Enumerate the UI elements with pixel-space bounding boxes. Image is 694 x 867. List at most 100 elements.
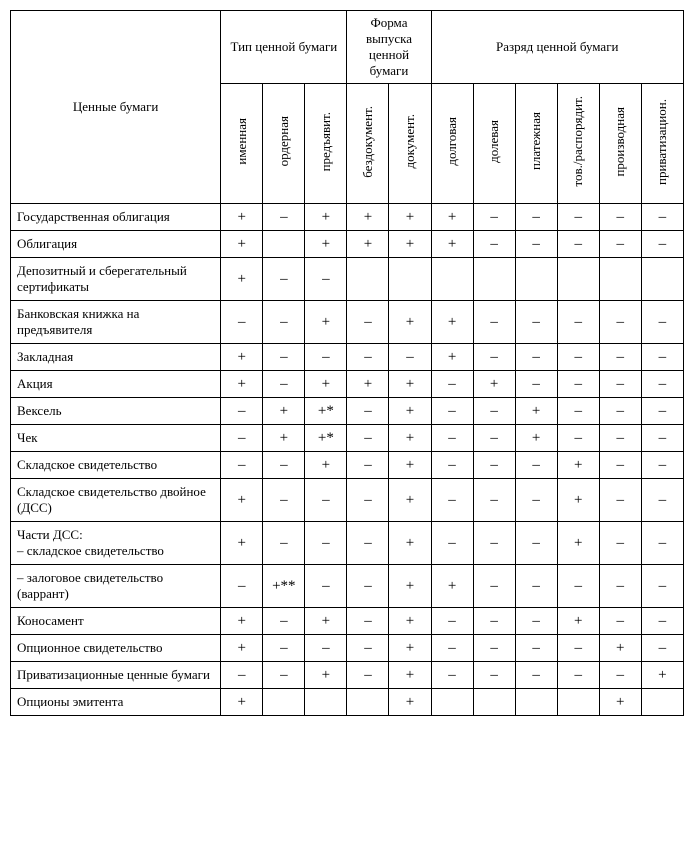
cell: – [557, 565, 599, 608]
cell: + [641, 662, 683, 689]
cell [347, 689, 389, 716]
cell: – [473, 452, 515, 479]
cell: – [347, 662, 389, 689]
cell: + [221, 344, 263, 371]
cell: – [599, 371, 641, 398]
row-label: Чек [11, 425, 221, 452]
row-label: Закладная [11, 344, 221, 371]
cell: – [431, 635, 473, 662]
cell: – [515, 479, 557, 522]
cell: – [431, 608, 473, 635]
subcol-4: документ. [389, 84, 431, 204]
cell [641, 258, 683, 301]
cell [515, 258, 557, 301]
cell: – [305, 565, 347, 608]
cell: – [557, 371, 599, 398]
cell: + [515, 398, 557, 425]
cell: – [599, 204, 641, 231]
row-label: Государственная облигация [11, 204, 221, 231]
cell: – [347, 398, 389, 425]
cell [473, 689, 515, 716]
cell: + [389, 425, 431, 452]
cell: + [305, 204, 347, 231]
table-row: Приватизационные ценные бумаги––+–+–––––… [11, 662, 684, 689]
row-label: Опционы эмитента [11, 689, 221, 716]
table-row: Закладная+––––+––––– [11, 344, 684, 371]
cell: – [515, 371, 557, 398]
cell: + [221, 635, 263, 662]
cell: – [305, 635, 347, 662]
cell [431, 258, 473, 301]
cell: – [263, 204, 305, 231]
cell [305, 689, 347, 716]
cell: – [641, 204, 683, 231]
table-row: Складское свидетельство двойное (ДСС)+––… [11, 479, 684, 522]
cell: + [599, 689, 641, 716]
table-row: Опционы эмитента+++ [11, 689, 684, 716]
table-row: Чек–++*–+––+––– [11, 425, 684, 452]
row-label: Коносамент [11, 608, 221, 635]
cell: + [305, 608, 347, 635]
cell: – [263, 452, 305, 479]
cell: – [263, 522, 305, 565]
cell: – [515, 608, 557, 635]
cell: – [221, 301, 263, 344]
cell: + [305, 301, 347, 344]
cell: – [473, 635, 515, 662]
cell [431, 689, 473, 716]
row-label: Банковская книжка на предъявителя [11, 301, 221, 344]
cell: + [389, 565, 431, 608]
cell: – [473, 204, 515, 231]
cell: – [641, 398, 683, 425]
cell: + [221, 608, 263, 635]
cell: – [347, 425, 389, 452]
cell: + [515, 425, 557, 452]
cell: + [221, 231, 263, 258]
cell: – [557, 398, 599, 425]
cell [557, 689, 599, 716]
cell [263, 231, 305, 258]
cell: – [221, 565, 263, 608]
cell: – [263, 662, 305, 689]
cell: – [641, 452, 683, 479]
cell: + [599, 635, 641, 662]
cell: – [473, 522, 515, 565]
cell: – [347, 522, 389, 565]
cell [641, 689, 683, 716]
cell: + [263, 398, 305, 425]
cell: – [557, 635, 599, 662]
cell: + [389, 522, 431, 565]
row-label: Акция [11, 371, 221, 398]
cell: + [389, 371, 431, 398]
table-row: Облигация+++++––––– [11, 231, 684, 258]
cell [389, 258, 431, 301]
group-header-0: Тип ценной бумаги [221, 11, 347, 84]
cell [599, 258, 641, 301]
cell: + [347, 204, 389, 231]
cell: + [221, 258, 263, 301]
cell: + [221, 689, 263, 716]
cell: – [305, 522, 347, 565]
cell: + [557, 608, 599, 635]
row-label: Складское свидетельство двойное (ДСС) [11, 479, 221, 522]
cell: – [515, 231, 557, 258]
cell: – [641, 425, 683, 452]
row-label: Приватизационные ценные бумаги [11, 662, 221, 689]
cell: – [473, 479, 515, 522]
subcol-6: долевая [473, 84, 515, 204]
row-label: Складское свидетельство [11, 452, 221, 479]
cell: – [347, 452, 389, 479]
subcol-8: тов./распорядит. [557, 84, 599, 204]
cell: +** [263, 565, 305, 608]
table-header: Ценные бумаги Тип ценной бумаги Форма вы… [11, 11, 684, 204]
cell: + [221, 204, 263, 231]
cell: + [389, 301, 431, 344]
cell: – [473, 231, 515, 258]
cell: – [221, 425, 263, 452]
row-label: – залоговое свидетельство (варрант) [11, 565, 221, 608]
cell: – [599, 479, 641, 522]
cell: – [263, 301, 305, 344]
cell: – [599, 301, 641, 344]
table-row: Опционное свидетельство+–––+––––+– [11, 635, 684, 662]
cell: + [389, 398, 431, 425]
